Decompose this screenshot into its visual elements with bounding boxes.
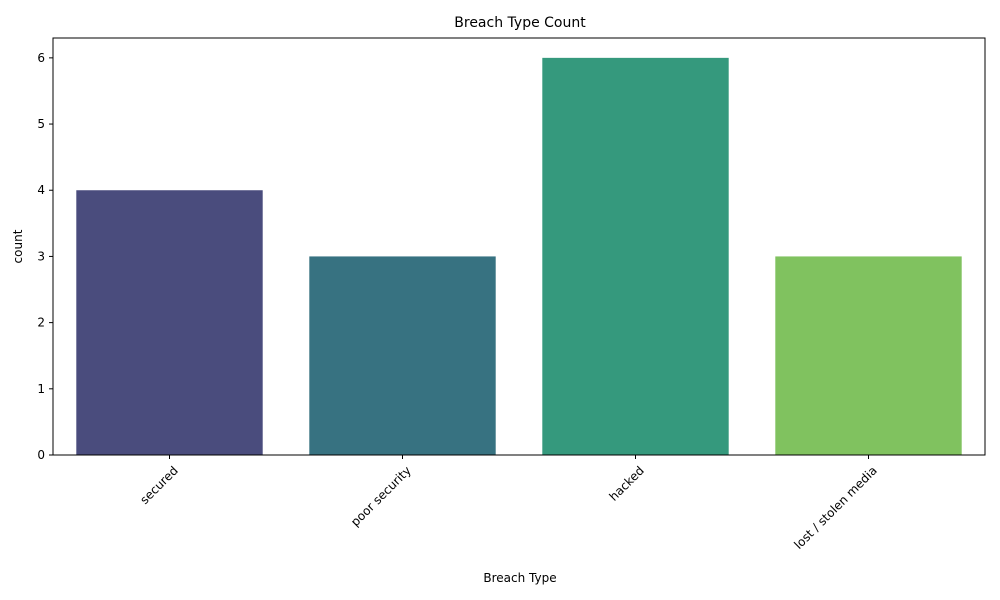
x-tick-label-2: hacked: [606, 463, 646, 503]
y-tick-label-6: 6: [37, 51, 45, 65]
x-axis-title: Breach Type: [483, 571, 556, 585]
bars-group: [76, 57, 962, 455]
y-axis-title: count: [11, 229, 25, 263]
x-tick-label-3: lost / stolen media: [791, 463, 879, 551]
x-tick-label-0: secured: [137, 463, 180, 506]
y-tick-label-5: 5: [37, 117, 45, 131]
y-tick-label-2: 2: [37, 316, 45, 330]
y-tick-label-0: 0: [37, 448, 45, 462]
bar-3: [775, 256, 962, 455]
bar-1: [309, 256, 496, 455]
y-axis: 0 1 2 3 4 5 6: [37, 51, 53, 462]
x-axis: secured poor security hacked lost / stolen …: [137, 455, 880, 552]
x-tick-label-1: poor security: [348, 463, 414, 529]
bar-2: [542, 57, 729, 455]
bar-0: [76, 190, 263, 455]
plot-frame: [52, 37, 986, 456]
y-tick-label-1: 1: [37, 382, 45, 396]
chart-title: Breach Type Count: [454, 15, 586, 31]
y-tick-label-3: 3: [37, 249, 45, 263]
y-tick-label-4: 4: [37, 183, 45, 197]
